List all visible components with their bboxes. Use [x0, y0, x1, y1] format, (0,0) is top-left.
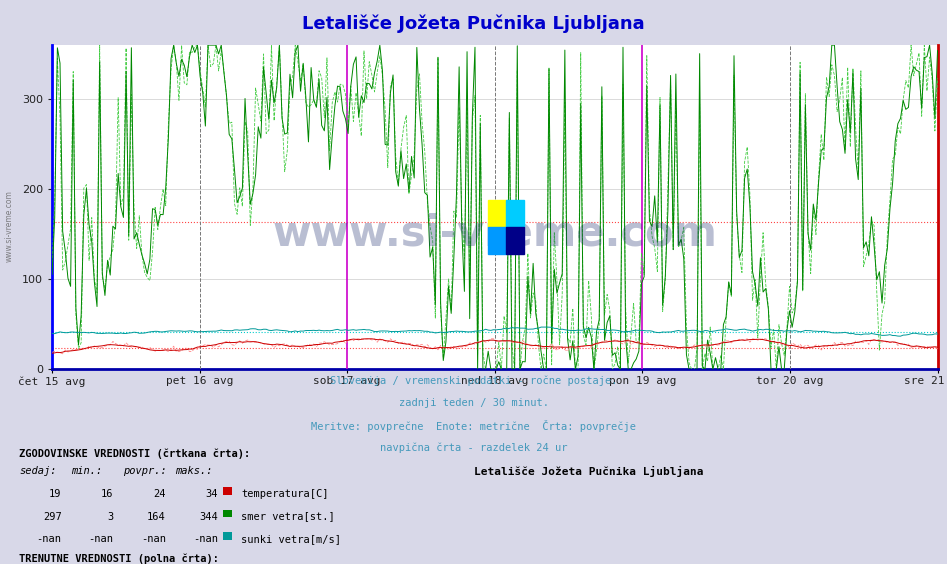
Text: min.:: min.:: [71, 466, 102, 477]
Text: -nan: -nan: [89, 534, 114, 544]
Text: 297: 297: [43, 512, 62, 522]
Text: Slovenija / vremenski podatki - ročne postaje.: Slovenija / vremenski podatki - ročne po…: [330, 375, 617, 386]
Text: 16: 16: [101, 489, 114, 499]
Text: -nan: -nan: [141, 534, 166, 544]
Text: Letališče Jožeta Pučnika Ljubljana: Letališče Jožeta Pučnika Ljubljana: [474, 466, 703, 478]
Text: 164: 164: [147, 512, 166, 522]
Text: www.si-vreme.com: www.si-vreme.com: [5, 190, 14, 262]
Text: TRENUTNE VREDNOSTI (polna črta):: TRENUTNE VREDNOSTI (polna črta):: [19, 554, 219, 564]
Text: -nan: -nan: [193, 534, 218, 544]
Text: temperatura[C]: temperatura[C]: [241, 489, 329, 499]
Text: 3: 3: [107, 512, 114, 522]
Text: ZGODOVINSKE VREDNOSTI (črtkana črta):: ZGODOVINSKE VREDNOSTI (črtkana črta):: [19, 448, 250, 459]
Text: 19: 19: [49, 489, 62, 499]
Text: Letališče Jožeta Pučnika Ljubljana: Letališče Jožeta Pučnika Ljubljana: [302, 14, 645, 33]
Text: -nan: -nan: [37, 534, 62, 544]
Text: sedaj:: sedaj:: [19, 466, 57, 477]
Text: navpična črta - razdelek 24 ur: navpična črta - razdelek 24 ur: [380, 443, 567, 453]
Text: smer vetra[st.]: smer vetra[st.]: [241, 512, 335, 522]
Text: 34: 34: [205, 489, 218, 499]
Text: 344: 344: [199, 512, 218, 522]
Text: Meritve: povprečne  Enote: metrične  Črta: povprečje: Meritve: povprečne Enote: metrične Črta:…: [311, 420, 636, 432]
Text: sunki vetra[m/s]: sunki vetra[m/s]: [241, 534, 342, 544]
Text: 24: 24: [153, 489, 166, 499]
Text: povpr.:: povpr.:: [123, 466, 167, 477]
Text: maks.:: maks.:: [175, 466, 213, 477]
Text: zadnji teden / 30 minut.: zadnji teden / 30 minut.: [399, 398, 548, 408]
Text: www.si-vreme.com: www.si-vreme.com: [273, 212, 717, 254]
